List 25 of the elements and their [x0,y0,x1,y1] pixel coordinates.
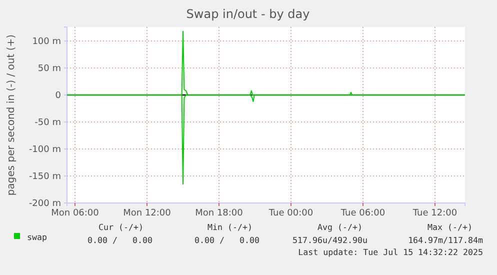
text: Last update: Tue Jul 15 14:32:22 2025 [298,247,483,257]
y-axis-title: pages per second in (-) / out (+) [6,34,17,196]
y-tick-label: -200 m [28,198,61,209]
x-tick-label: Tue 06:00 [340,208,386,218]
text: Avg (-/+) [318,222,362,232]
text: 0.00 / 0.00 [194,235,260,245]
text: Min (-/+) [208,222,252,232]
x-tick-label: Tue 00:00 [268,208,314,218]
x-tick-label: Mon 18:00 [195,208,244,218]
y-tick-label: -50 m [34,118,61,128]
y-tick-label: -100 m [28,144,61,155]
x-tick-label: Mon 06:00 [51,208,100,218]
text: 0.00 / 0.00 [88,235,152,245]
x-tick-label: Mon 12:00 [123,208,172,218]
y-tick-label: 50 m [38,64,61,74]
text: 517.96u/492.90u [292,235,368,245]
y-tick-label: 100 m [32,36,61,47]
legend-label: swap [27,232,47,242]
chart-title: Swap in/out - by day [186,7,310,21]
text: Max (-/+) [428,222,472,232]
x-tick-label: Tue 12:00 [412,208,458,218]
y-tick-label: 0 [55,90,62,101]
y-tick-label: -150 m [28,172,61,182]
text: 164.97m/117.84m [408,235,483,245]
text: Cur (-/+) [98,222,144,232]
